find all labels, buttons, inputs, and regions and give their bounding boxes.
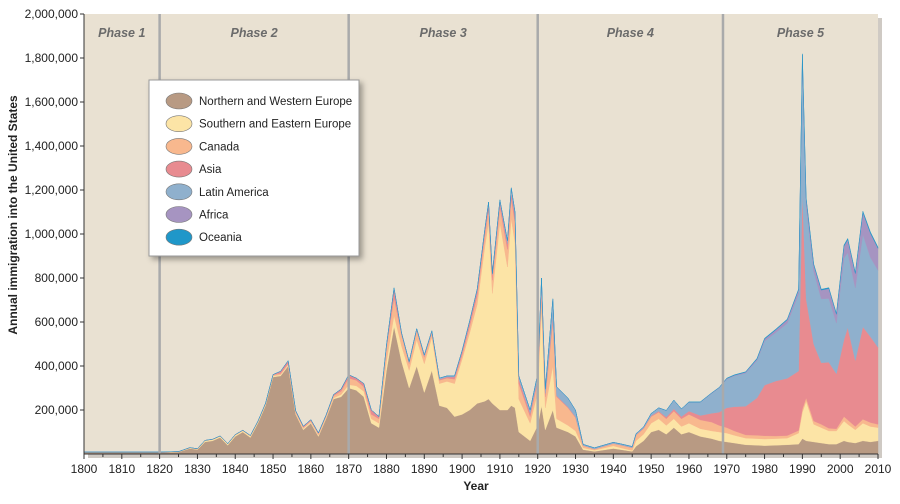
x-tick-label: 1910: [487, 462, 514, 476]
legend-label-6: Oceania: [199, 232, 242, 244]
legend-swatch-6: [165, 228, 193, 246]
y-tick-label: 2,000,000: [25, 7, 79, 21]
y-tick-label: 1,600,000: [25, 95, 79, 109]
stacked-areas: [83, 53, 879, 455]
x-tick-label: 1890: [411, 462, 438, 476]
x-tick-label: 1810: [108, 462, 135, 476]
phase-label-3: Phase 3: [420, 26, 467, 40]
x-tick-label: 1840: [222, 462, 249, 476]
phase-label-2: Phase 2: [231, 26, 278, 40]
y-tick-label: 1,400,000: [25, 139, 79, 153]
legend-label-4: Latin America: [199, 187, 269, 199]
legend-swatch-1: [165, 115, 193, 132]
legend-label-5: Africa: [199, 210, 229, 222]
x-tick-label: 1800: [71, 462, 98, 476]
x-axis-title: Year: [463, 479, 489, 493]
x-tick-label: 1920: [524, 462, 551, 476]
y-tick-label: 800,000: [35, 271, 79, 285]
area-series-6: [84, 53, 879, 453]
x-tick-label: 1960: [676, 462, 703, 476]
x-tick-label: 1950: [638, 462, 665, 476]
y-tick-label: 400,000: [35, 359, 79, 373]
x-tick-label: 1880: [373, 462, 400, 476]
phase-label-1: Phase 1: [98, 26, 145, 40]
x-tick-label: 1930: [562, 462, 589, 476]
x-tick-label: 1850: [260, 462, 287, 476]
x-tick-label: 1990: [789, 462, 816, 476]
legend: Northern and Western Europe Southern and …: [148, 79, 360, 257]
legend-label-0: Northern and Western Europe: [199, 96, 352, 108]
x-tick-label: 1970: [713, 462, 740, 476]
x-tick-label: 2010: [865, 462, 892, 476]
x-tick-label: 1870: [335, 462, 362, 476]
y-tick-label: 1,000,000: [25, 227, 79, 241]
y-tick-label: 1,800,000: [25, 51, 79, 65]
phase-label-4: Phase 4: [607, 26, 654, 40]
legend-box: [148, 79, 360, 257]
x-tick-label: 1980: [751, 462, 778, 476]
x-tick-label: 2000: [827, 462, 854, 476]
phase-label-5: Phase 5: [777, 26, 825, 40]
legend-swatch-2: [165, 138, 193, 155]
legend-label-1: Southern and Eastern Europe: [199, 119, 351, 131]
y-tick-label: 600,000: [35, 315, 79, 329]
legend-label-2: Canada: [199, 141, 240, 153]
y-tick-label: 200,000: [35, 403, 79, 417]
axes: 200,000 400,000 600,000 800,000 1,000,000 1,2…: [25, 7, 892, 476]
legend-swatch-0: [165, 92, 193, 110]
y-tick-label: 1,200,000: [25, 183, 79, 197]
x-tick-label: 1900: [449, 462, 476, 476]
y-axis-title: Annual immigration into the United State…: [6, 95, 20, 335]
legend-swatch-3: [165, 160, 193, 178]
x-tick-label: 1940: [600, 462, 627, 476]
x-tick-label: 1820: [146, 462, 173, 476]
x-tick-label: 1830: [184, 462, 211, 476]
legend-swatch-4: [165, 183, 193, 201]
x-tick-label: 1860: [298, 462, 325, 476]
legend-label-3: Asia: [199, 164, 222, 176]
legend-swatch-5: [165, 206, 193, 223]
phase-dividers: Phase 1 Phase 2 Phase 3 Phase 4 Phase 5: [98, 14, 825, 454]
